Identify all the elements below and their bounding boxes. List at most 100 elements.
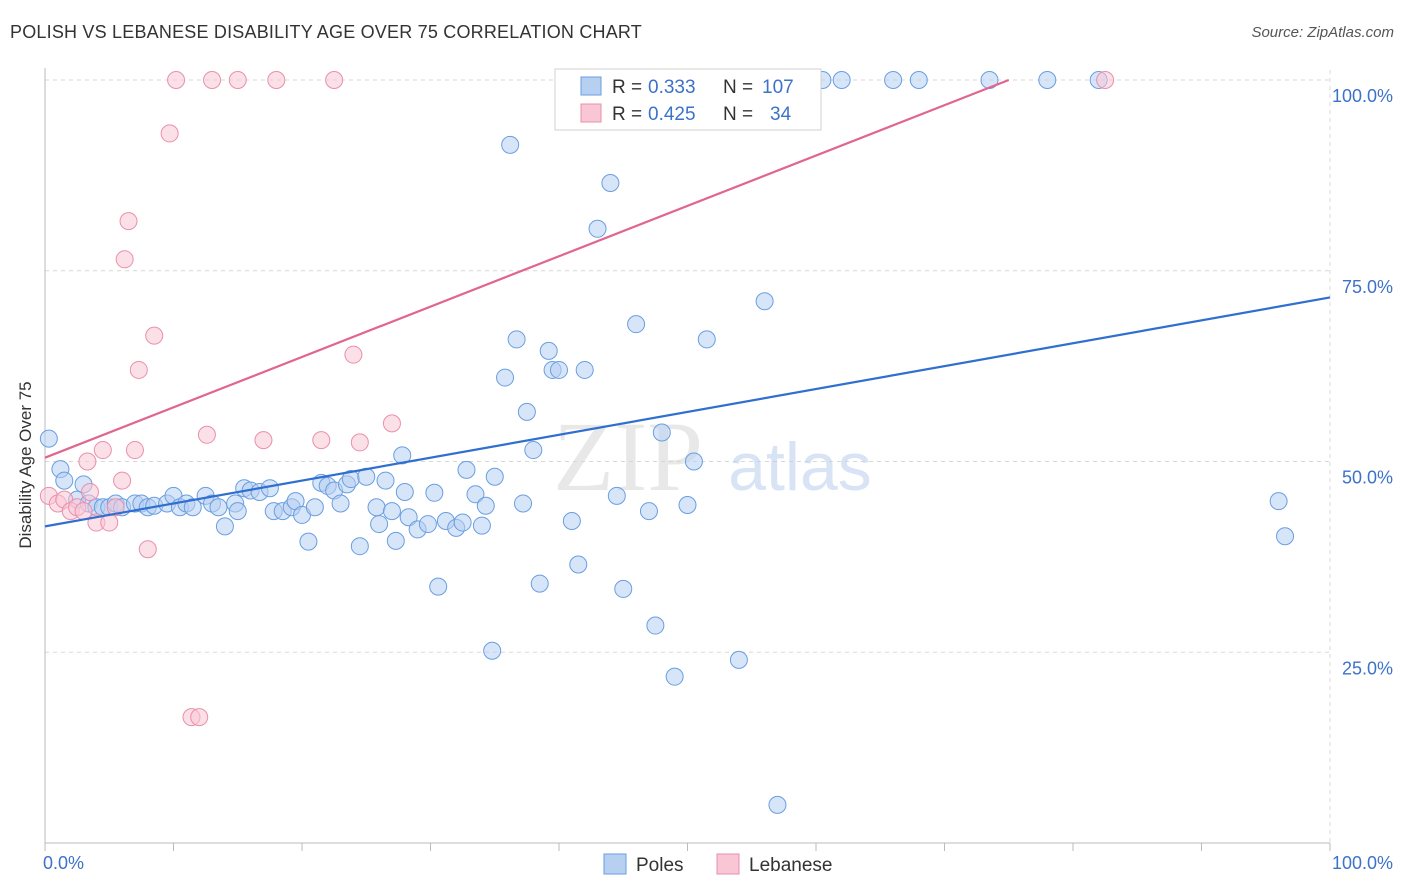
poles-point [562,512,581,531]
poles-point [550,360,568,379]
poles-point [514,494,533,513]
lebanese-point [80,483,99,502]
correlation-legend: R = 0.333 N = 107 R = 0.425 N = 34 [554,68,822,131]
poles-points [39,71,1295,814]
source-label: Source: ZipAtlas.com [1251,24,1394,41]
lebanese-point [138,540,157,559]
poles-point [370,515,389,534]
lebanese-point [1096,71,1115,89]
poles-point [678,495,697,514]
legend-lebanese-swatch [580,103,602,123]
poles-point [665,667,684,686]
lebanese-point [115,250,134,269]
x-tick-label: 100.0% [1332,853,1393,873]
lebanese-point [344,345,363,364]
lebanese-point [254,431,273,450]
bottom-legend: Poles Lebanese [603,853,832,876]
poles-point [909,71,928,89]
poles-point [376,471,395,490]
poles-point [601,174,620,193]
lebanese-point [382,414,401,433]
legend-poles-r-label: R = [612,77,642,98]
legend-lebanese-r-label: R = [612,104,642,125]
poles-point [884,71,903,89]
lebanese-point [228,71,247,89]
poles-point [530,574,549,593]
poles-point [501,135,520,154]
poles-point [399,508,418,527]
lebanese-point [312,431,331,450]
legend-poles-n-label: N = [723,77,753,98]
lebanese-point [167,71,186,89]
poles-point [386,531,405,550]
poles-point [367,498,386,517]
poles-point [395,483,414,502]
poles-point [418,515,437,534]
poles-trend-line [44,296,1331,528]
lebanese-point [78,452,97,471]
lebanese-point [190,708,209,727]
lebanese-point [129,360,148,379]
legend-poles-swatch [580,76,602,96]
poles-point [299,532,318,551]
poles-point [466,485,485,504]
poles-point [1038,71,1057,89]
lebanese-point [113,471,132,490]
lebanese-point [325,71,344,89]
poles-point [684,452,703,471]
poles-point [457,460,476,479]
poles-point [1269,492,1288,511]
poles-point [183,498,202,517]
poles-point [697,330,716,349]
lebanese-point [93,441,112,460]
poles-point [305,498,324,517]
axes [44,68,1331,851]
poles-point [729,650,748,669]
poles-point [768,795,787,814]
lebanese-points [39,71,1115,727]
poles-point [453,513,472,532]
poles-point [485,467,504,486]
poles-point [483,641,502,660]
poles-point [228,502,247,521]
bottom-legend-poles-swatch [603,853,627,875]
lebanese-point [119,212,138,231]
poles-point [646,616,665,635]
poles-point [639,502,658,521]
y-tick-label: 25.0% [1342,658,1393,678]
watermark-zip: ZIP [553,401,703,512]
poles-point [588,219,607,238]
chart-title: POLISH VS LEBANESE DISABILITY AGE OVER 7… [10,22,642,42]
poles-point [832,71,851,89]
poles-point [507,330,526,349]
poles-point [472,516,491,535]
y-tick-label: 75.0% [1342,277,1393,297]
bottom-legend-lebanese-label: Lebanese [749,855,832,876]
lebanese-point [197,425,216,444]
poles-point [39,429,58,448]
poles-point [425,483,444,502]
lebanese-point [106,498,125,517]
legend-poles-n-value: 107 [762,77,794,98]
x-tick-label: 0.0% [43,853,84,873]
poles-point [755,292,774,311]
poles-point [429,577,448,596]
legend-lebanese-n-label: N = [723,104,753,125]
poles-point [350,537,369,556]
poles-point [524,441,543,460]
lebanese-point [125,441,144,460]
watermark-atlas: atlas [728,429,872,505]
lebanese-point [145,326,164,345]
poles-point [569,555,588,574]
lebanese-point [350,433,369,452]
poles-point [539,341,558,360]
tick-labels: 25.0% 50.0% 75.0% 100.0% 0.0% 100.0% [43,86,1393,873]
lebanese-point [267,71,286,89]
poles-point [393,446,412,465]
watermark: ZIP atlas [553,401,872,512]
poles-point [215,517,234,536]
lebanese-trend-line [44,78,1010,459]
poles-point [614,579,633,598]
lebanese-point [203,71,222,89]
